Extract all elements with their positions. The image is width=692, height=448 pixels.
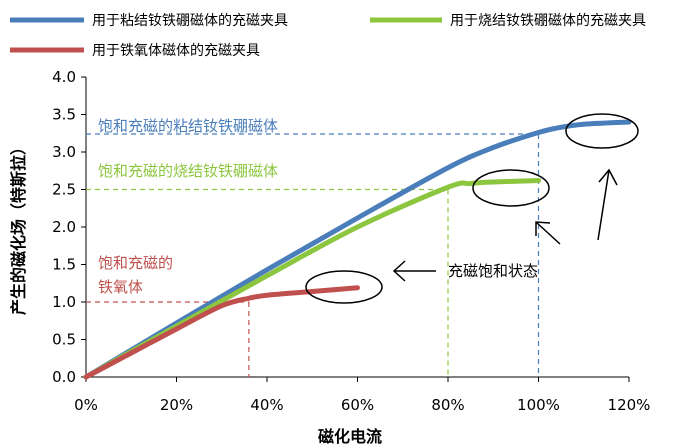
x-tick-label: 60% <box>341 396 374 414</box>
arrow-to-bonded <box>597 168 618 241</box>
x-tick-label: 20% <box>160 396 193 414</box>
x-axis-title: 磁化电流 <box>318 427 382 446</box>
legend-item-sintered: 用于烧结钕铁硼磁体的充磁夹具 <box>370 13 646 29</box>
legend-item-ferrite: 用于铁氧体磁体的充磁夹具 <box>10 43 260 59</box>
legend: 用于粘结钕铁硼磁体的充磁夹具 用于烧结钕铁硼磁体的充磁夹具 用于铁氧体磁体的充磁… <box>10 13 646 59</box>
y-ticks: 0.0 0.5 1.0 1.5 2.0 2.5 3.0 3.5 4.0 <box>52 68 86 386</box>
arrow-to-ferrite <box>392 260 436 282</box>
y-tick-label: 2.5 <box>52 181 76 199</box>
legend-label-ferrite: 用于铁氧体磁体的充磁夹具 <box>92 43 260 59</box>
legend-label-bonded: 用于粘结钕铁硼磁体的充磁夹具 <box>92 13 288 29</box>
series-line-sintered <box>83 178 541 380</box>
annotation-bonded: 饱和充磁的粘结钕铁硼磁体 <box>98 117 278 135</box>
y-tick-label: 3.5 <box>52 106 76 124</box>
x-ticks: 0% 20% 40% 60% 80% 100% 120% <box>74 377 650 414</box>
series-line-bonded <box>83 119 632 380</box>
ellipse-ferrite-saturation <box>305 270 383 304</box>
annotation-sintered: 饱和充磁的烧结钕铁硼磁体 <box>98 162 278 180</box>
x-tick-label: 40% <box>250 396 283 414</box>
ellipse-bonded-saturation <box>565 113 639 149</box>
annotation-ferrite-line1: 饱和充磁的 <box>98 254 173 272</box>
legend-label-sintered: 用于烧结钕铁硼磁体的充磁夹具 <box>450 13 646 29</box>
annotation-saturation: 充磁饱和状态 <box>448 262 538 280</box>
y-tick-label: 1.0 <box>52 293 76 311</box>
x-tick-label: 100% <box>517 396 560 414</box>
ellipse-sintered-saturation <box>472 169 550 207</box>
legend-item-bonded: 用于粘结钕铁硼磁体的充磁夹具 <box>10 13 288 29</box>
x-tick-label: 80% <box>431 396 464 414</box>
x-tick-label: 120% <box>608 396 651 414</box>
y-axis-title: 产生的磁化场（特斯拉） <box>9 139 28 315</box>
annotation-ferrite-line2: 铁氧体 <box>98 278 143 296</box>
y-tick-label: 3.0 <box>52 143 76 161</box>
y-tick-label: 4.0 <box>52 68 76 86</box>
y-tick-label: 2.0 <box>52 218 76 236</box>
arrow-to-sintered <box>535 221 561 245</box>
series-layer <box>83 119 632 380</box>
y-tick-label: 0.0 <box>52 368 76 386</box>
x-tick-label: 0% <box>74 396 98 414</box>
y-tick-label: 0.5 <box>52 331 76 349</box>
reference-lines <box>86 133 540 377</box>
y-tick-label: 1.5 <box>52 256 76 274</box>
